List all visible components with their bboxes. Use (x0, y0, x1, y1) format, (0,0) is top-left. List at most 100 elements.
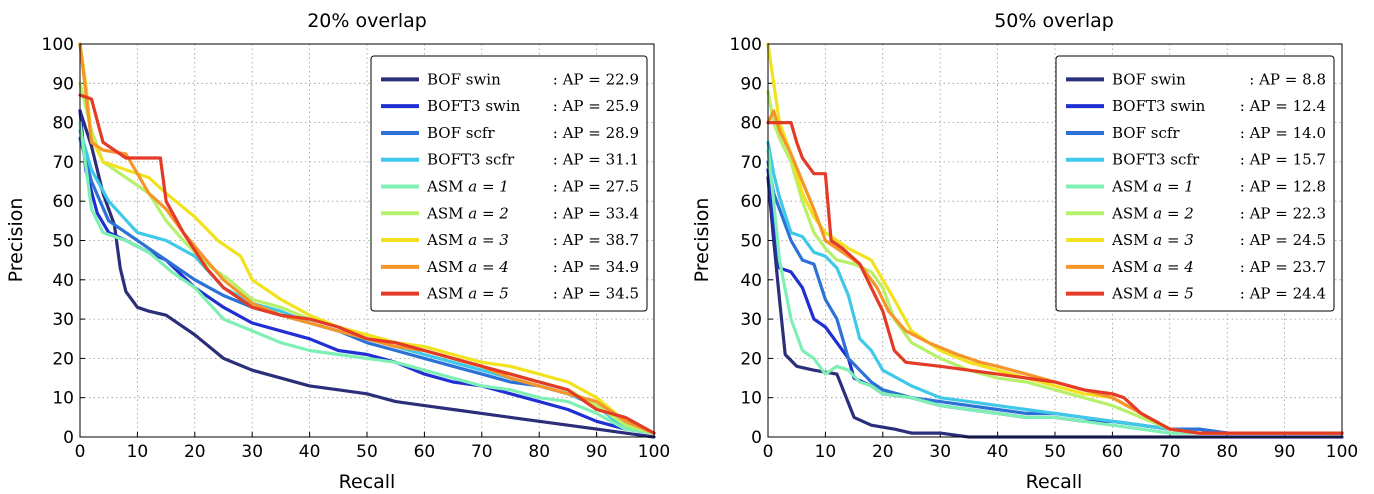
legend-ap-value: : AP = 12.4 (1240, 97, 1326, 115)
y-tick-label: 80 (740, 114, 762, 134)
series-line-5 (766, 148, 1344, 435)
series-line-8 (766, 109, 1344, 435)
legend-label: BOF scfr (427, 124, 495, 142)
y-tick-label: 30 (740, 310, 762, 330)
legend-label: ASM a = 4 (426, 258, 509, 276)
legend-ap-value: : AP = 28.9 (553, 124, 639, 142)
legend-ap-value: : AP = 24.5 (1240, 231, 1326, 249)
series-line-5 (78, 121, 656, 435)
x-tick-label: 100 (1326, 442, 1358, 462)
x-tick-label: 30 (241, 442, 263, 462)
chart-title: 20% overlap (307, 10, 427, 32)
x-tick-label: 0 (75, 442, 86, 462)
legend-ap-value: : AP = 14.0 (1240, 124, 1326, 142)
x-axis-label: Recall (339, 471, 396, 493)
legend-ap-value: : AP = 15.7 (1240, 151, 1326, 169)
y-tick-label: 50 (740, 232, 762, 252)
y-tick-label: 70 (52, 153, 74, 173)
x-tick-label: 60 (414, 442, 436, 462)
series-line-4 (766, 140, 1344, 435)
legend-ap-value: : AP = 12.8 (1240, 178, 1326, 196)
plot-frame (79, 43, 655, 438)
tick-labels: 0 10 20 30 40 50 60 70 80 90 100 0 10 20 30 40 50 60 70 80 9… (730, 35, 1359, 462)
x-tick-label: 90 (586, 442, 608, 462)
series-lines (766, 42, 1344, 439)
y-tick-label: 90 (740, 74, 762, 94)
legend-label: ASM a = 3 (426, 231, 509, 249)
series-line-8 (78, 42, 656, 435)
y-tick-label: 60 (740, 192, 762, 212)
x-tick-label: 30 (929, 442, 951, 462)
x-tick-label: 100 (638, 442, 670, 462)
x-tick-label: 40 (299, 442, 321, 462)
legend-ap-value: : AP = 8.8 (1249, 70, 1326, 88)
legend: BOF swin: AP = 22.9 BOFT3 swin: AP = 25.9… (370, 55, 648, 312)
y-axis-label: Precision (691, 198, 713, 283)
y-axis-label: Precision (5, 198, 27, 283)
x-tick-label: 20 (872, 442, 894, 462)
series-line-6 (766, 89, 1344, 435)
legend-label: ASM a = 5 (426, 285, 509, 303)
legend-ap-value: : AP = 23.7 (1240, 258, 1326, 276)
legend-ap-value: : AP = 33.4 (553, 204, 639, 222)
y-tick-label: 40 (52, 271, 74, 291)
legend-label: ASM a = 3 (1111, 231, 1194, 249)
chart-title: 50% overlap (994, 10, 1114, 32)
x-tick-label: 20 (184, 442, 206, 462)
legend-ap-value: : AP = 27.5 (553, 178, 639, 196)
y-tick-label: 100 (730, 35, 762, 55)
x-tick-label: 10 (815, 442, 837, 462)
y-tick-label: 20 (52, 349, 74, 369)
y-tick-label: 0 (63, 428, 74, 448)
chart-panel-50-overlap: 50% overlap Recall Precision 0 10 20 30 40 50… (691, 10, 1358, 493)
x-tick-label: 90 (1274, 442, 1296, 462)
y-tick-label: 30 (52, 310, 74, 330)
y-tick-label: 10 (52, 389, 74, 409)
legend-label: ASM a = 1 (1111, 178, 1194, 196)
y-tick-label: 40 (740, 271, 762, 291)
legend-label: BOF scfr (1112, 124, 1180, 142)
series-line-1 (78, 109, 656, 439)
series-line-7 (78, 42, 656, 435)
legend-ap-value: : AP = 25.9 (553, 97, 639, 115)
legend-ap-value: : AP = 38.7 (553, 231, 639, 249)
x-tick-label: 10 (127, 442, 149, 462)
x-tick-label: 0 (763, 442, 774, 462)
y-tick-label: 80 (52, 114, 74, 134)
legend-ap-value: : AP = 34.9 (553, 258, 639, 276)
legend-label: BOF swin (1112, 70, 1186, 88)
x-tick-label: 50 (1044, 442, 1066, 462)
x-tick-label: 60 (1102, 442, 1124, 462)
legend-label: BOFT3 swin (1112, 97, 1206, 115)
legend-label: ASM a = 2 (1111, 204, 1194, 222)
x-tick-label: 80 (1216, 442, 1238, 462)
legend-ap-value: : AP = 22.9 (553, 70, 639, 88)
legend: BOF swin : AP = 8.8 BOFT3 swin : AP = 12.4 B… (1055, 55, 1335, 312)
legend-label: BOFT3 swin (427, 97, 521, 115)
legend-label: ASM a = 1 (426, 178, 509, 196)
legend-label: ASM a = 5 (1111, 285, 1194, 303)
y-tick-label: 20 (740, 349, 762, 369)
series-line-9 (766, 121, 1344, 435)
legend-box (1055, 55, 1335, 312)
tick-labels: 0 10 20 30 40 50 60 70 80 90 100 0 10 20 30 40 50 60 70 80 9… (42, 35, 671, 462)
x-axis-label: Recall (1026, 471, 1083, 493)
series-line-9 (78, 93, 656, 435)
legend-label: BOFT3 scfr (1112, 151, 1200, 169)
legend-ap-value: : AP = 24.4 (1240, 285, 1326, 303)
legend-label: BOFT3 scfr (427, 151, 515, 169)
y-tick-label: 90 (52, 74, 74, 94)
x-tick-label: 70 (471, 442, 493, 462)
x-tick-label: 40 (987, 442, 1009, 462)
y-tick-label: 100 (42, 35, 74, 55)
series-lines (78, 42, 656, 439)
legend-ap-value: : AP = 22.3 (1240, 204, 1326, 222)
legend-ap-value: : AP = 34.5 (553, 285, 639, 303)
legend-box (370, 55, 648, 312)
legend-ap-value: : AP = 31.1 (553, 151, 639, 169)
y-tick-label: 60 (52, 192, 74, 212)
x-tick-label: 80 (528, 442, 550, 462)
y-tick-label: 70 (740, 153, 762, 173)
chart-panel-20-overlap: 20% overlap Recall Precision 0 10 20 30 40 50… (5, 10, 670, 493)
